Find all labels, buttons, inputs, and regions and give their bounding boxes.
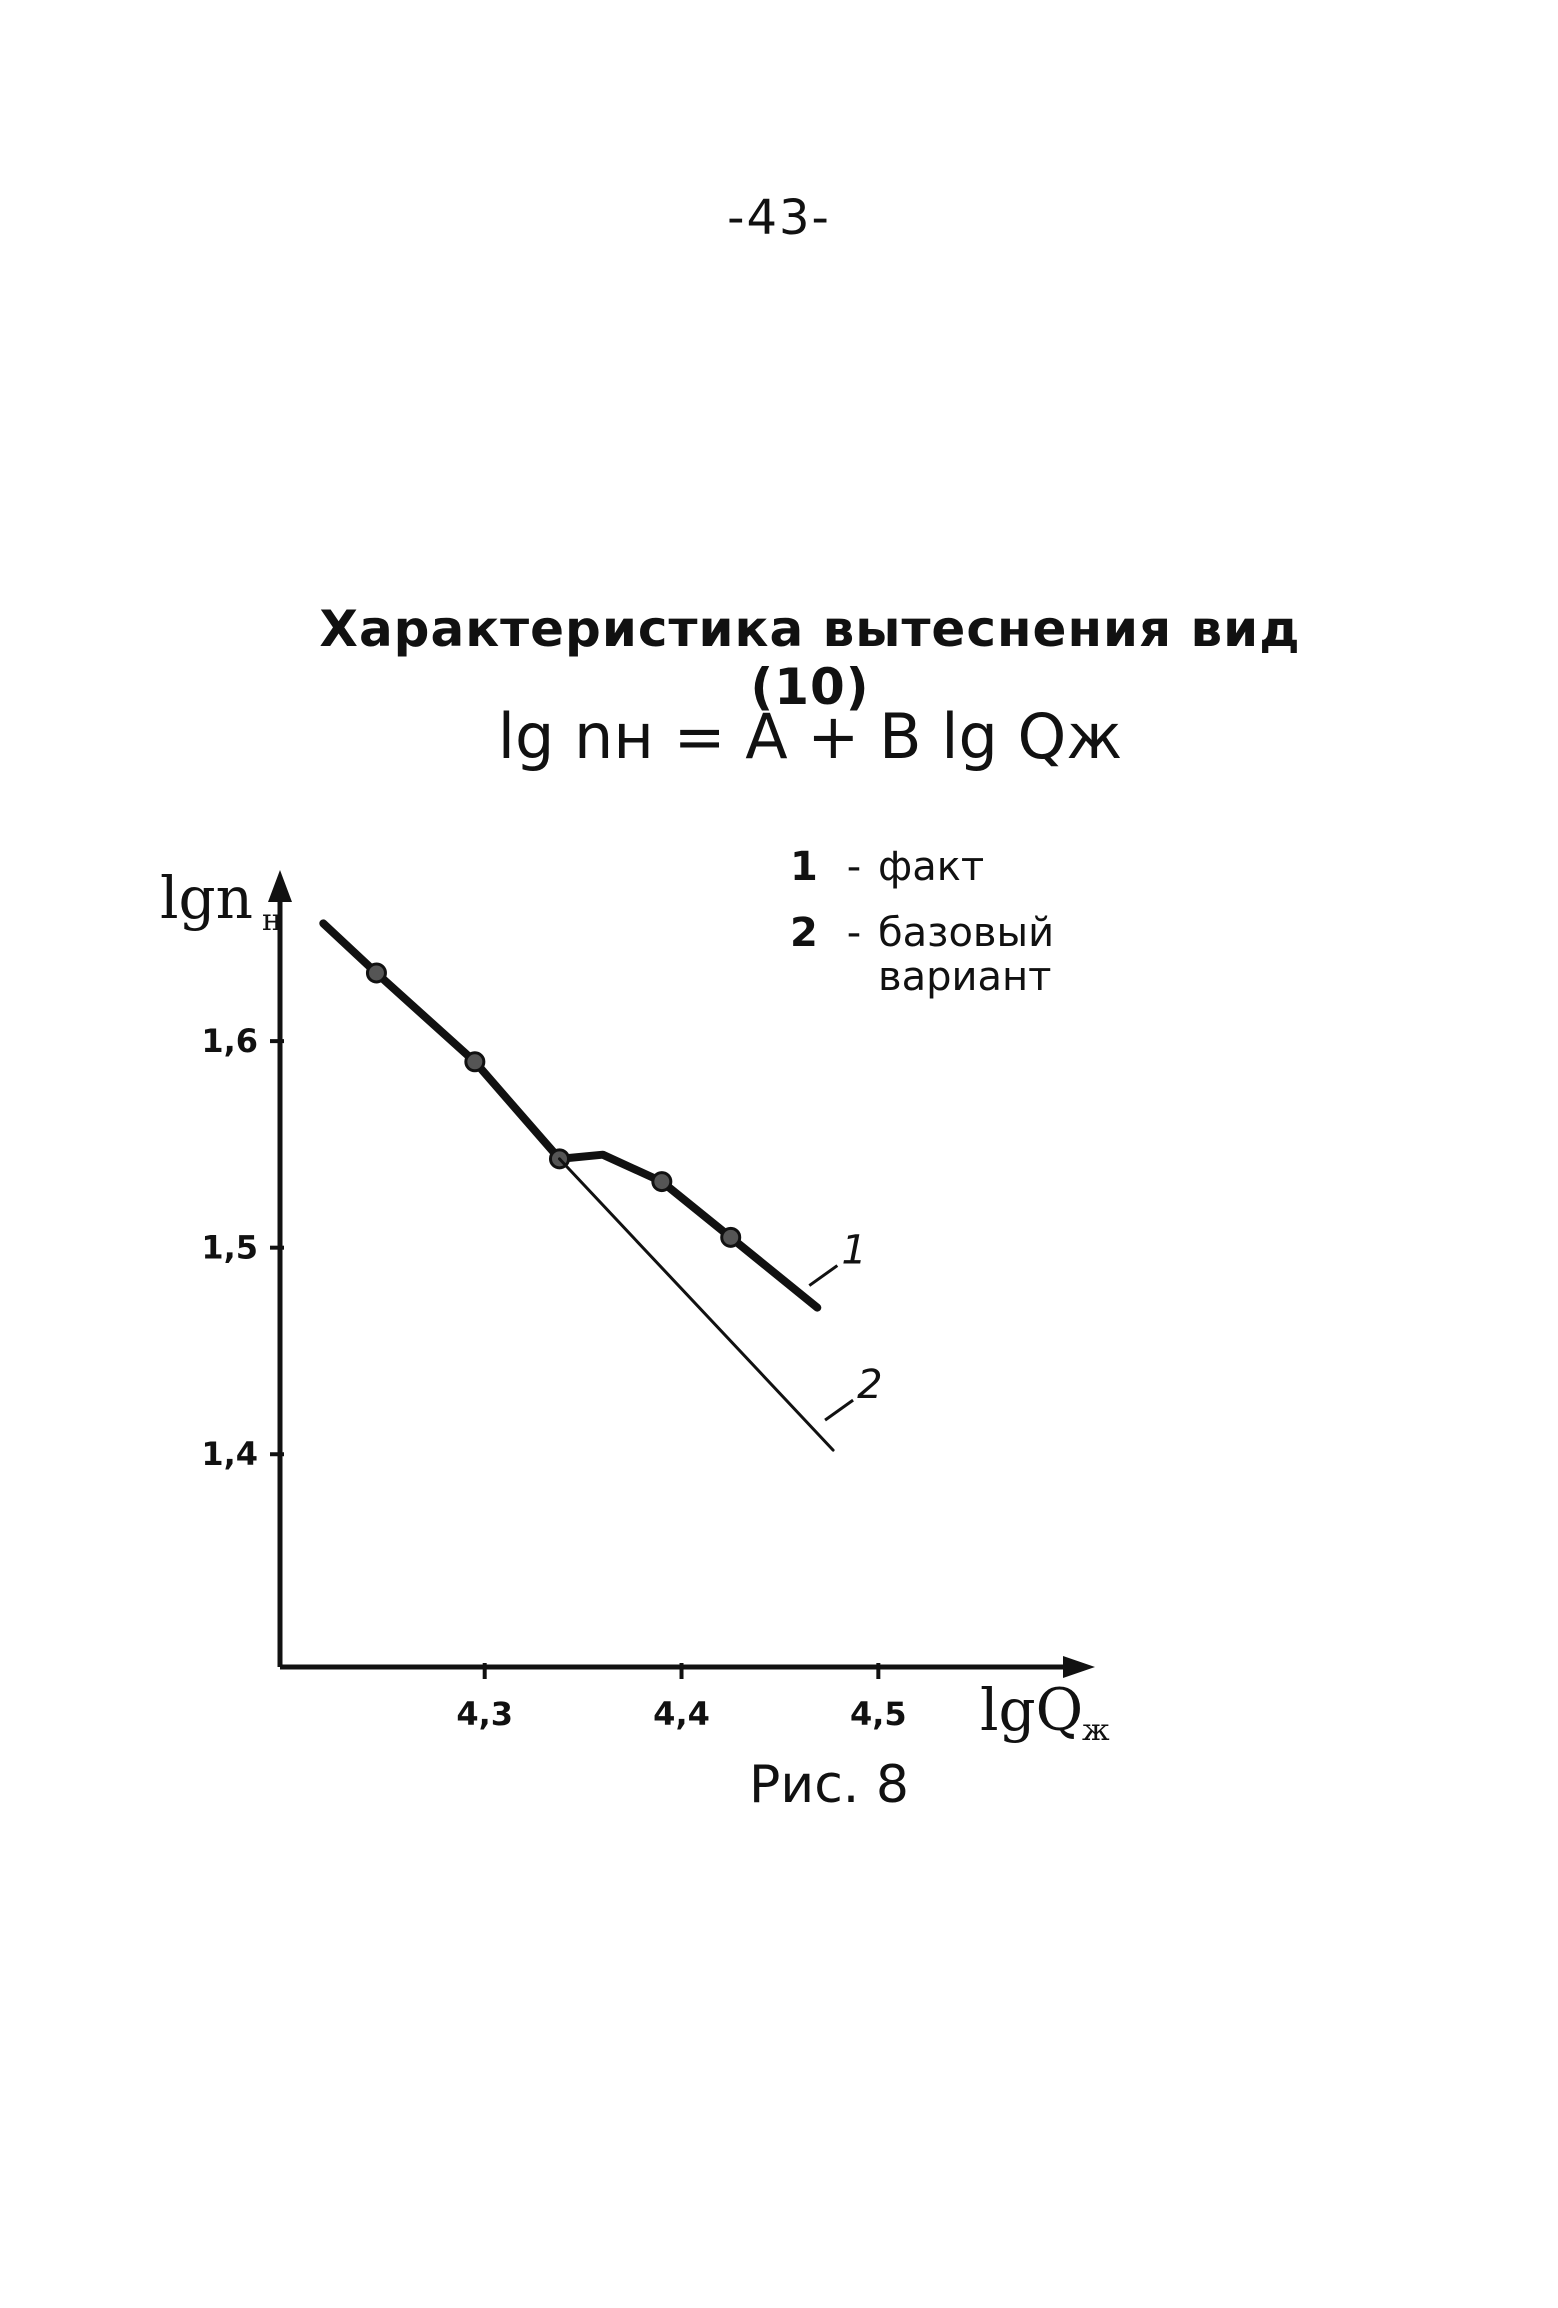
- legend-dash: -: [846, 910, 862, 956]
- x-axis-label: lgQ: [980, 1676, 1083, 1744]
- series-1-point: [651, 1171, 673, 1193]
- y-axis-label-subscript: н: [262, 903, 282, 938]
- legend-label: факт: [878, 844, 985, 890]
- series-1-point: [720, 1226, 742, 1248]
- chart-legend: 1 - факт 2 - базовый вариант: [790, 845, 1118, 1021]
- figure-caption: Рис. 8: [749, 1755, 909, 1815]
- legend-item-1: 1 - факт: [790, 845, 1118, 889]
- legend-label: базовый вариант: [878, 910, 1055, 1000]
- chart-ticks: 1,4 1,5 1,6 4,3 4,4 4,5: [201, 1022, 906, 1733]
- chart-axes: [268, 870, 1095, 1678]
- legend-item-2: 2 - базовый вариант: [790, 911, 1118, 999]
- series-tag-leader-1: [808, 1264, 839, 1287]
- y-tick-label: 1,6: [201, 1022, 258, 1060]
- page-number: -43-: [727, 190, 831, 246]
- y-axis-arrow: [268, 870, 292, 902]
- series-tag-1: 1: [841, 1228, 866, 1274]
- x-axis-arrow: [1063, 1656, 1095, 1678]
- series-1-point: [365, 962, 387, 984]
- chart-title: Характеристика вытеснения вид (10): [319, 600, 1301, 716]
- x-tick-label: 4,5: [850, 1695, 907, 1733]
- series-tag-leader-2: [824, 1398, 854, 1422]
- series-line-2: [558, 1157, 835, 1452]
- series-tag-2: 2: [857, 1362, 882, 1408]
- x-axis-label-subscript: ж: [1082, 1713, 1110, 1748]
- series-line-1: [319, 919, 822, 1312]
- chart-series: 12: [319, 919, 883, 1452]
- chart-formula: lg nн = A + B lg Qж: [497, 700, 1123, 773]
- legend-number: 2: [790, 910, 818, 956]
- x-tick-label: 4,4: [653, 1695, 710, 1733]
- y-axis-label: lgn: [160, 864, 253, 932]
- x-tick-label: 4,3: [456, 1695, 513, 1733]
- legend-dash: -: [846, 844, 862, 890]
- y-tick-label: 1,5: [201, 1229, 258, 1267]
- legend-number: 1: [790, 844, 818, 890]
- y-tick-label: 1,4: [201, 1435, 258, 1473]
- series-1-point: [464, 1051, 486, 1073]
